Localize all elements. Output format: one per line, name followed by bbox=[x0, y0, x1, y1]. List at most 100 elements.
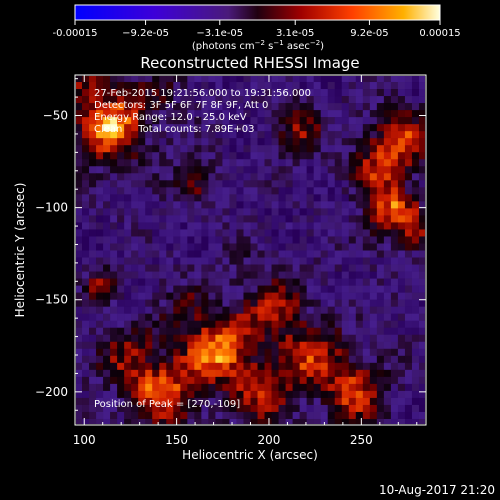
heatmap-cell bbox=[243, 138, 251, 146]
heatmap-cell bbox=[292, 117, 300, 125]
heatmap-cell bbox=[110, 229, 118, 237]
heatmap-cell bbox=[376, 411, 385, 420]
heatmap-cell bbox=[292, 173, 300, 181]
heatmap-cell bbox=[369, 271, 378, 279]
heatmap-cell bbox=[96, 152, 104, 160]
heatmap-cell bbox=[411, 285, 420, 293]
heatmap-cell bbox=[82, 215, 90, 223]
heatmap-cell bbox=[152, 243, 160, 251]
heatmap-cell bbox=[180, 313, 188, 321]
heatmap-cell bbox=[236, 201, 244, 209]
heatmap-cell bbox=[313, 166, 321, 174]
heatmap-cell bbox=[257, 236, 265, 244]
heatmap-cell bbox=[271, 208, 279, 216]
heatmap-cell bbox=[271, 369, 279, 378]
heatmap-cell bbox=[138, 383, 146, 392]
heatmap-cell bbox=[89, 306, 97, 314]
heatmap-cell bbox=[76, 404, 83, 413]
heatmap-cell bbox=[292, 376, 300, 385]
heatmap-cell bbox=[320, 306, 329, 314]
heatmap-cell bbox=[159, 327, 167, 336]
heatmap-cell bbox=[348, 418, 357, 424]
heatmap-cell bbox=[180, 173, 188, 181]
heatmap-cell bbox=[411, 411, 420, 420]
heatmap-cell bbox=[243, 362, 251, 371]
heatmap-cell bbox=[257, 76, 265, 83]
heatmap-cell bbox=[390, 257, 399, 265]
heatmap-cell bbox=[327, 152, 336, 160]
heatmap-cell bbox=[229, 138, 237, 146]
heatmap-cell bbox=[369, 117, 378, 125]
heatmap-cell bbox=[124, 313, 132, 321]
heatmap-cell bbox=[89, 369, 97, 378]
heatmap-cell bbox=[180, 306, 188, 314]
heatmap-cell bbox=[145, 376, 153, 385]
heatmap-cell bbox=[152, 152, 160, 160]
heatmap-cell bbox=[320, 355, 329, 364]
heatmap-cell bbox=[320, 313, 329, 321]
heatmap-cell bbox=[264, 404, 272, 413]
heatmap-cell bbox=[355, 152, 364, 160]
heatmap-cell bbox=[250, 341, 258, 350]
heatmap-cell bbox=[173, 180, 181, 188]
heatmap-cell bbox=[404, 271, 413, 279]
heatmap-cell bbox=[257, 390, 265, 399]
heatmap-cell bbox=[327, 138, 336, 146]
heatmap-cell bbox=[166, 222, 174, 230]
heatmap-cell bbox=[411, 173, 420, 181]
heatmap-cell bbox=[96, 124, 104, 132]
heatmap-cell bbox=[271, 124, 279, 132]
heatmap-cell bbox=[110, 152, 118, 160]
heatmap-cell bbox=[320, 383, 329, 392]
heatmap-cell bbox=[250, 306, 258, 314]
heatmap-cell bbox=[369, 145, 378, 153]
heatmap-cell bbox=[411, 306, 420, 314]
heatmap-cell bbox=[313, 208, 321, 216]
heatmap-cell bbox=[208, 96, 216, 104]
y-axis-label: Heliocentric Y (arcsec) bbox=[13, 183, 27, 318]
heatmap-cell bbox=[376, 362, 385, 371]
heatmap-cell bbox=[264, 341, 272, 350]
heatmap-cell bbox=[201, 82, 209, 90]
heatmap-cell bbox=[166, 390, 174, 399]
heatmap-cell bbox=[411, 376, 420, 385]
heatmap-cell bbox=[208, 152, 216, 160]
heatmap-cell bbox=[201, 117, 209, 125]
heatmap-cell bbox=[76, 124, 83, 132]
heatmap-cell bbox=[124, 201, 132, 209]
heatmap-cell bbox=[159, 383, 167, 392]
heatmap-cell bbox=[404, 229, 413, 237]
heatmap-cell bbox=[117, 362, 125, 371]
heatmap-cell bbox=[124, 229, 132, 237]
heatmap-cell bbox=[411, 334, 420, 343]
heatmap-cell bbox=[306, 334, 314, 343]
heatmap-cell bbox=[257, 418, 265, 424]
heatmap-cell bbox=[348, 173, 357, 181]
heatmap-cell bbox=[173, 222, 181, 230]
heatmap-cell bbox=[404, 76, 413, 83]
heatmap-cell bbox=[187, 152, 195, 160]
heatmap-cell bbox=[418, 418, 425, 424]
heatmap-cell bbox=[96, 327, 104, 336]
heatmap-cell bbox=[222, 173, 230, 181]
heatmap-cell bbox=[334, 327, 343, 336]
heatmap-cell bbox=[334, 285, 343, 293]
heatmap-cell bbox=[152, 82, 160, 90]
heatmap-cell bbox=[236, 334, 244, 343]
heatmap-cell bbox=[390, 173, 399, 181]
heatmap-cell bbox=[299, 117, 307, 125]
heatmap-cell bbox=[215, 187, 223, 195]
heatmap-cell bbox=[82, 89, 90, 97]
heatmap-cell bbox=[76, 215, 83, 223]
heatmap-cell bbox=[208, 76, 216, 83]
heatmap-cell bbox=[383, 131, 392, 139]
heatmap-cell bbox=[166, 418, 174, 424]
heatmap-cell bbox=[285, 180, 293, 188]
heatmap-cell bbox=[306, 187, 314, 195]
heatmap-cell bbox=[348, 201, 357, 209]
heatmap-cell bbox=[243, 334, 251, 343]
heatmap-cell bbox=[383, 404, 392, 413]
heatmap-cell bbox=[201, 159, 209, 167]
heatmap-cell bbox=[187, 292, 195, 300]
heatmap-cell bbox=[76, 271, 83, 279]
